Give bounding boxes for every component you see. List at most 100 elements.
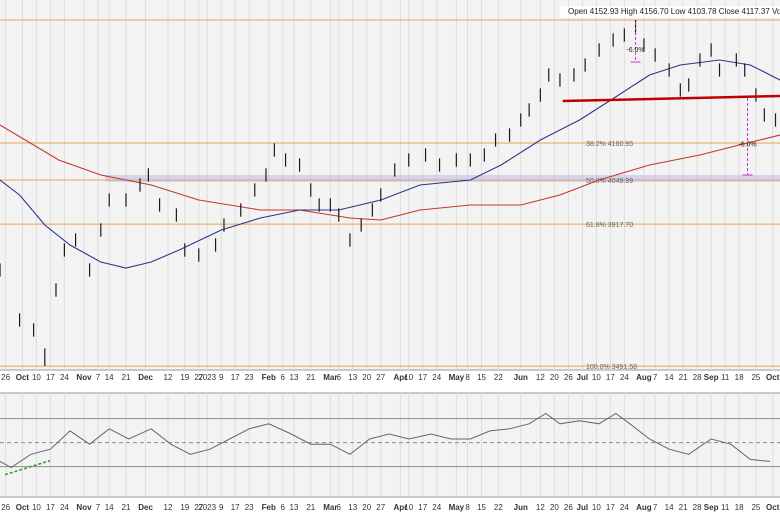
x-tick-label: 26	[1, 503, 10, 512]
x-tick-label: 20	[550, 373, 559, 382]
drop-label: -6.0%	[626, 47, 644, 54]
x-tick-label: 10	[592, 373, 601, 382]
moving-average	[0, 124, 780, 221]
x-tick-label: 14	[665, 503, 674, 512]
x-tick-label: 7	[96, 373, 101, 382]
x-tick-label: Jun	[514, 503, 528, 512]
x-tick-label: 24	[60, 373, 69, 382]
x-tick-label: 17	[46, 503, 55, 512]
x-tick-label: 22	[494, 373, 503, 382]
x-tick-label: 12	[536, 503, 545, 512]
x-tick-label: 21	[306, 373, 315, 382]
x-tick-label: Sep	[704, 373, 719, 382]
fib-label: 50.0% 4049.99	[586, 178, 633, 185]
x-tick-label: 21	[122, 373, 131, 382]
x-tick-label: Nov	[76, 503, 92, 512]
x-tick-label: 6	[281, 373, 286, 382]
highlight-band	[104, 175, 780, 182]
x-tick-label: 10	[32, 503, 41, 512]
drop-label: -6.0%	[738, 141, 756, 148]
x-tick-label: 6	[281, 503, 286, 512]
neckline	[562, 94, 780, 103]
x-tick-label: 20	[550, 503, 559, 512]
x-tick-label: 15	[477, 503, 486, 512]
x-tick-label: Apr	[393, 503, 407, 512]
x-tick-label: 11	[721, 373, 730, 382]
x-tick-label: 21	[679, 373, 688, 382]
x-tick-label: Sep	[704, 503, 719, 512]
x-tick-label: 8	[465, 373, 470, 382]
x-tick-label: 18	[735, 503, 744, 512]
x-tick-label: Mar	[323, 503, 337, 512]
x-tick-label: 17	[231, 503, 240, 512]
x-tick-label: 10	[404, 373, 413, 382]
x-tick-label: 17	[418, 373, 427, 382]
x-tick-label: Oct	[766, 373, 780, 382]
x-tick-label: 17	[606, 373, 615, 382]
x-tick-label: Jul	[577, 373, 589, 382]
x-tick-label: 14	[105, 503, 114, 512]
x-tick-label: Dec	[138, 373, 153, 382]
x-tick-label: 22	[494, 503, 503, 512]
x-tick-label: 12	[164, 373, 173, 382]
x-tick-label: Feb	[262, 503, 276, 512]
rsi-panel	[0, 393, 780, 497]
x-tick-label: 25	[751, 373, 760, 382]
x-tick-label: 24	[620, 373, 629, 382]
x-tick-label: 28	[693, 373, 702, 382]
x-tick-label: 27	[376, 373, 385, 382]
fib-label: 38.2% 4160.95	[586, 141, 633, 148]
x-tick-label: 2023	[198, 373, 216, 382]
moving-average	[0, 59, 780, 269]
x-tick-label: May	[449, 373, 465, 382]
x-tick-label: Feb	[262, 373, 276, 382]
x-tick-label: 21	[306, 503, 315, 512]
x-tick-label: 21	[122, 503, 131, 512]
fib-label: 100.0% 3491.58	[586, 364, 637, 371]
x-tick-label: 6	[337, 373, 342, 382]
x-tick-label: 6	[337, 503, 342, 512]
trendline	[4, 459, 51, 476]
x-tick-label: 10	[592, 503, 601, 512]
x-tick-label: 10	[404, 503, 413, 512]
rsi-line	[0, 412, 770, 469]
x-tick-label: 21	[679, 503, 688, 512]
x-tick-label: Aug	[636, 503, 652, 512]
x-tick-label: 15	[477, 373, 486, 382]
x-tick-label: Jul	[577, 503, 589, 512]
x-tick-label: Oct	[16, 503, 30, 512]
x-tick-label: 18	[735, 373, 744, 382]
x-tick-label: 28	[693, 503, 702, 512]
x-tick-label: Oct	[766, 503, 780, 512]
x-tick-label: 10	[32, 373, 41, 382]
x-tick-label: 19	[180, 503, 189, 512]
x-tick-label: 2023	[198, 503, 216, 512]
x-tick-label: 13	[290, 373, 299, 382]
x-tick-label: 20	[362, 373, 371, 382]
x-tick-label: 24	[432, 503, 441, 512]
x-tick-label: 27	[194, 373, 203, 382]
quote: Open 4152.93 High 4156.70 Low 4103.78 Cl…	[568, 7, 780, 16]
x-tick-label: 20	[362, 503, 371, 512]
x-tick-label: 26	[1, 373, 10, 382]
x-tick-label: 7	[96, 503, 101, 512]
x-tick-label: May	[449, 503, 465, 512]
grid	[0, 0, 780, 497]
x-tick-label: Apr	[393, 373, 407, 382]
x-tick-label: Oct	[16, 373, 30, 382]
quote-box	[560, 6, 780, 18]
x-tick-label: 9	[219, 373, 224, 382]
x-tick-label: 17	[46, 373, 55, 382]
x-tick-label: Dec	[138, 503, 153, 512]
x-tick-label: 12	[164, 503, 173, 512]
x-tick-label: 14	[665, 373, 674, 382]
x-tick-label: 23	[245, 373, 254, 382]
x-tick-label: Jun	[514, 373, 528, 382]
x-tick-label: Mar	[323, 373, 337, 382]
x-tick-label: 8	[465, 503, 470, 512]
fib-label: 61.8% 3917.70	[586, 222, 633, 229]
x-tick-label: 27	[376, 503, 385, 512]
x-tick-label: 17	[606, 503, 615, 512]
x-tick-label: Nov	[76, 373, 92, 382]
